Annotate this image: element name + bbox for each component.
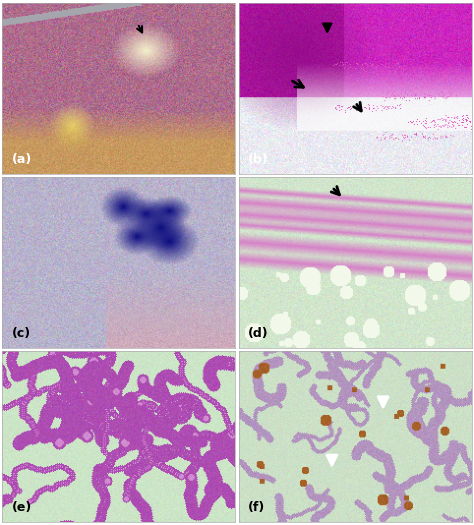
Text: (b): (b): [248, 153, 269, 165]
Text: (e): (e): [12, 501, 32, 514]
Text: (a): (a): [12, 153, 32, 165]
Text: (c): (c): [12, 327, 31, 340]
Text: (f): (f): [248, 501, 265, 514]
Text: (d): (d): [248, 327, 269, 340]
